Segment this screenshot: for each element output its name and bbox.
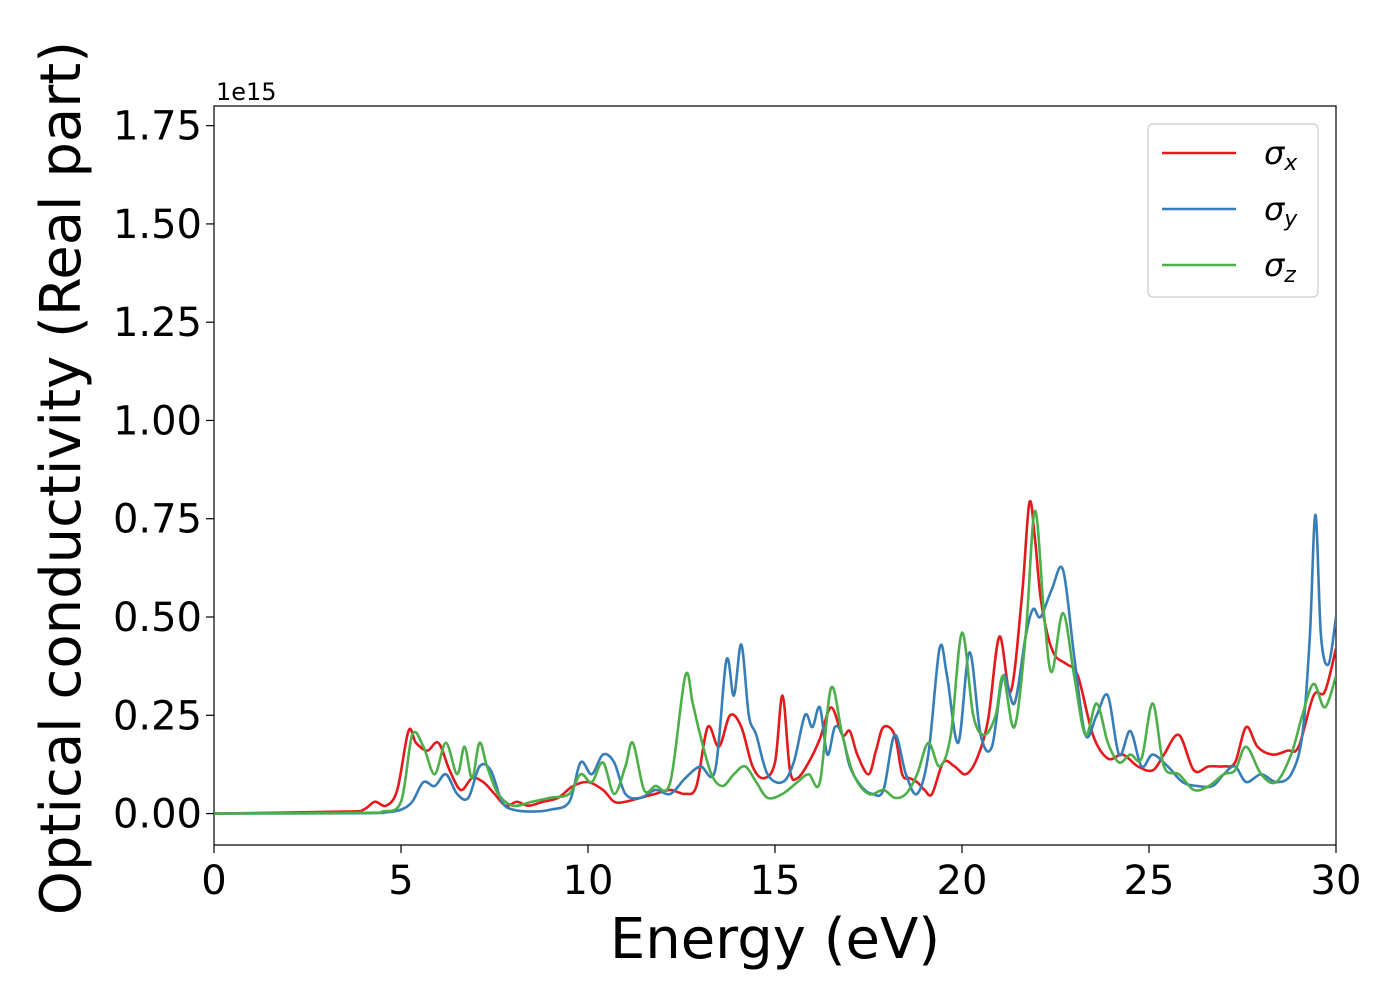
x-tick-label: 10 (563, 858, 614, 904)
legend-box (1147, 123, 1319, 298)
y-tick-label: 0.00 (113, 792, 202, 838)
series-line-z (214, 509, 1336, 815)
x-axis-label: Energy (eV) (610, 907, 940, 972)
y-tick-label: 0.50 (113, 595, 202, 641)
y-axis-label: Optical conductivity (Real part) (29, 41, 94, 915)
series-lines (214, 499, 1336, 815)
series-line-y (214, 513, 1336, 815)
x-tick-label: 5 (388, 858, 413, 904)
y-tick-label: 0.25 (113, 693, 202, 739)
y-tick-label: 1.25 (113, 300, 202, 346)
x-tick-label: 30 (1311, 858, 1362, 904)
ticks: 0 5 10 15 20 25 30 0.00 0.25 0.50 0.75 1.00 1.25 1.50… (113, 104, 1362, 904)
series-line-x (214, 499, 1336, 815)
x-tick-label: 25 (1124, 858, 1175, 904)
x-tick-label: 20 (937, 858, 988, 904)
x-tick-label: 15 (750, 858, 801, 904)
y-tick-label: 1.00 (113, 398, 202, 444)
offset-label: 1e15 (216, 78, 277, 106)
y-tick-label: 0.75 (113, 497, 202, 543)
x-tick-label: 0 (201, 858, 226, 904)
y-tick-label: 1.50 (113, 202, 202, 248)
y-tick-label: 1.75 (113, 104, 202, 150)
